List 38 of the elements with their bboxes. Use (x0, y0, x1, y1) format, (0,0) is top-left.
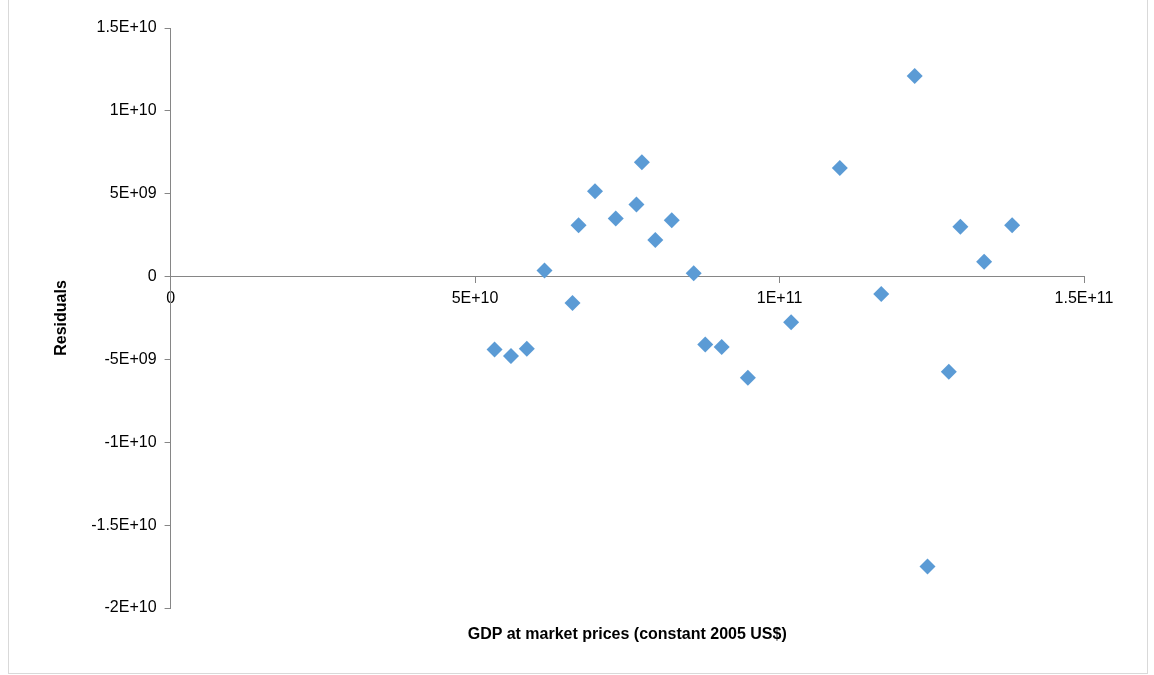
point (486, 341, 503, 358)
y-tick-label: -1.5E+10 (91, 515, 157, 533)
point (536, 262, 553, 279)
x-tick-label: 1.5E+11 (1054, 288, 1114, 306)
y-tick-label: 5E+09 (109, 184, 157, 202)
y-tick-label: 1.5E+10 (96, 18, 157, 36)
point (713, 339, 730, 355)
point (739, 369, 756, 386)
point (906, 68, 923, 85)
point (628, 196, 645, 213)
y-tick-label: -2E+10 (104, 598, 157, 616)
y-tick-label: 1E+10 (109, 101, 157, 119)
x-tick-label: 5E+10 (451, 288, 499, 306)
point (502, 348, 519, 365)
y-axis-title: Residuals (52, 280, 70, 356)
point (697, 336, 714, 353)
point (952, 218, 969, 235)
point (783, 314, 800, 331)
y-tick-label: -1E+10 (104, 432, 157, 450)
point (518, 340, 535, 357)
point (587, 183, 604, 200)
point (647, 232, 664, 249)
point (607, 210, 624, 227)
point (685, 265, 702, 282)
y-tick-label: 0 (147, 266, 157, 284)
point (919, 558, 936, 575)
x-axis-title: GDP at market prices (constant 2005 US$) (467, 625, 787, 643)
point (873, 285, 890, 302)
x-tick-label: 1E+11 (756, 288, 803, 306)
point (663, 212, 680, 229)
y-tick-label: -5E+09 (104, 349, 157, 367)
point (976, 253, 993, 270)
point (633, 154, 650, 171)
point (570, 217, 587, 234)
point (1004, 217, 1021, 234)
point (940, 363, 957, 380)
point (564, 295, 581, 312)
point (831, 160, 848, 177)
